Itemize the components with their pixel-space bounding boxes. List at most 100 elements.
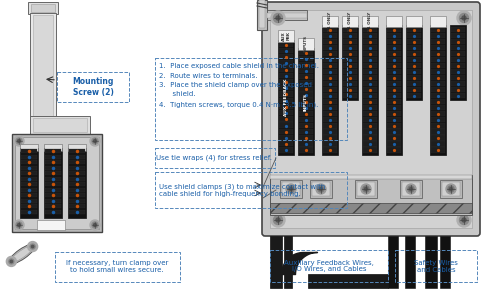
Bar (387, 27, 401, 32)
Bar (323, 63, 337, 68)
Bar (451, 32, 465, 38)
Bar (21, 149, 37, 153)
Bar (284, 236, 292, 288)
Bar (323, 39, 337, 44)
Circle shape (14, 136, 24, 146)
Bar (323, 75, 337, 80)
Bar (69, 210, 85, 214)
Bar (299, 111, 313, 116)
Circle shape (318, 186, 324, 192)
Bar (407, 62, 421, 68)
Bar (431, 75, 445, 80)
Bar (363, 57, 377, 62)
Circle shape (276, 16, 280, 20)
Bar (363, 63, 377, 68)
Bar (33, 118, 87, 132)
Bar (299, 74, 313, 79)
Bar (69, 160, 85, 164)
Text: INPUTS: INPUTS (304, 36, 308, 53)
Circle shape (90, 220, 100, 230)
Bar (20, 148, 38, 218)
Bar (279, 91, 293, 97)
Bar (270, 203, 472, 213)
Bar (362, 16, 378, 27)
Bar (343, 86, 357, 92)
Bar (387, 33, 401, 38)
Text: S1 ONLY: S1 ONLY (348, 12, 352, 31)
Circle shape (271, 213, 285, 227)
Bar (323, 87, 337, 92)
Bar (406, 16, 422, 27)
Bar (363, 69, 377, 74)
Bar (69, 171, 85, 175)
Bar (323, 117, 337, 123)
Bar (12, 134, 102, 232)
Bar (363, 99, 377, 104)
Bar (342, 16, 358, 27)
Bar (387, 147, 401, 153)
Bar (431, 93, 445, 98)
Bar (406, 25, 422, 100)
Bar (407, 32, 421, 38)
Bar (431, 99, 445, 104)
Circle shape (462, 16, 466, 20)
Bar (343, 68, 357, 74)
Bar (267, 10, 307, 20)
Circle shape (27, 242, 38, 251)
Bar (33, 15, 53, 116)
Bar (451, 51, 465, 56)
Circle shape (448, 186, 454, 192)
Text: INPUTS: INPUTS (304, 92, 308, 111)
Bar (407, 75, 421, 80)
Bar (312, 182, 330, 196)
Circle shape (459, 216, 469, 225)
Bar (155, 172, 347, 208)
Bar (30, 13, 56, 118)
Bar (431, 45, 445, 50)
Bar (69, 204, 85, 208)
Bar (299, 49, 313, 55)
Bar (451, 62, 465, 68)
Bar (343, 81, 357, 86)
Bar (343, 57, 357, 62)
Bar (387, 117, 401, 123)
Bar (431, 111, 445, 116)
Circle shape (364, 188, 367, 190)
Bar (279, 79, 293, 84)
Text: Auxiliary Feedback Wires,
I/O Wires, and Cables: Auxiliary Feedback Wires, I/O Wires, and… (284, 260, 374, 273)
Bar (21, 182, 37, 186)
Bar (451, 81, 465, 86)
Bar (37, 220, 65, 230)
Bar (69, 193, 85, 197)
Circle shape (10, 260, 13, 263)
Bar (363, 75, 377, 80)
Bar (270, 175, 472, 179)
Circle shape (94, 140, 96, 142)
Bar (279, 48, 293, 53)
Bar (279, 147, 293, 153)
Bar (298, 38, 314, 50)
Text: S1 ONLY: S1 ONLY (328, 12, 332, 31)
Bar (387, 39, 401, 44)
Bar (270, 175, 472, 215)
Bar (323, 33, 337, 38)
Bar (431, 27, 445, 32)
Bar (279, 42, 293, 47)
Bar (69, 188, 85, 192)
Bar (69, 166, 85, 170)
Bar (363, 147, 377, 153)
Bar (363, 117, 377, 123)
Bar (279, 54, 293, 59)
Bar (323, 123, 337, 129)
Bar (343, 32, 357, 38)
Bar (299, 99, 313, 104)
Bar (431, 141, 445, 147)
Text: S1 ONLY: S1 ONLY (368, 12, 372, 31)
Bar (387, 99, 401, 104)
Bar (362, 25, 378, 155)
Bar (387, 75, 401, 80)
Text: If necessary, turn clamp over
to hold small wires secure.: If necessary, turn clamp over to hold sm… (66, 260, 168, 273)
Bar (45, 160, 61, 164)
Circle shape (457, 11, 471, 25)
Bar (279, 116, 293, 122)
